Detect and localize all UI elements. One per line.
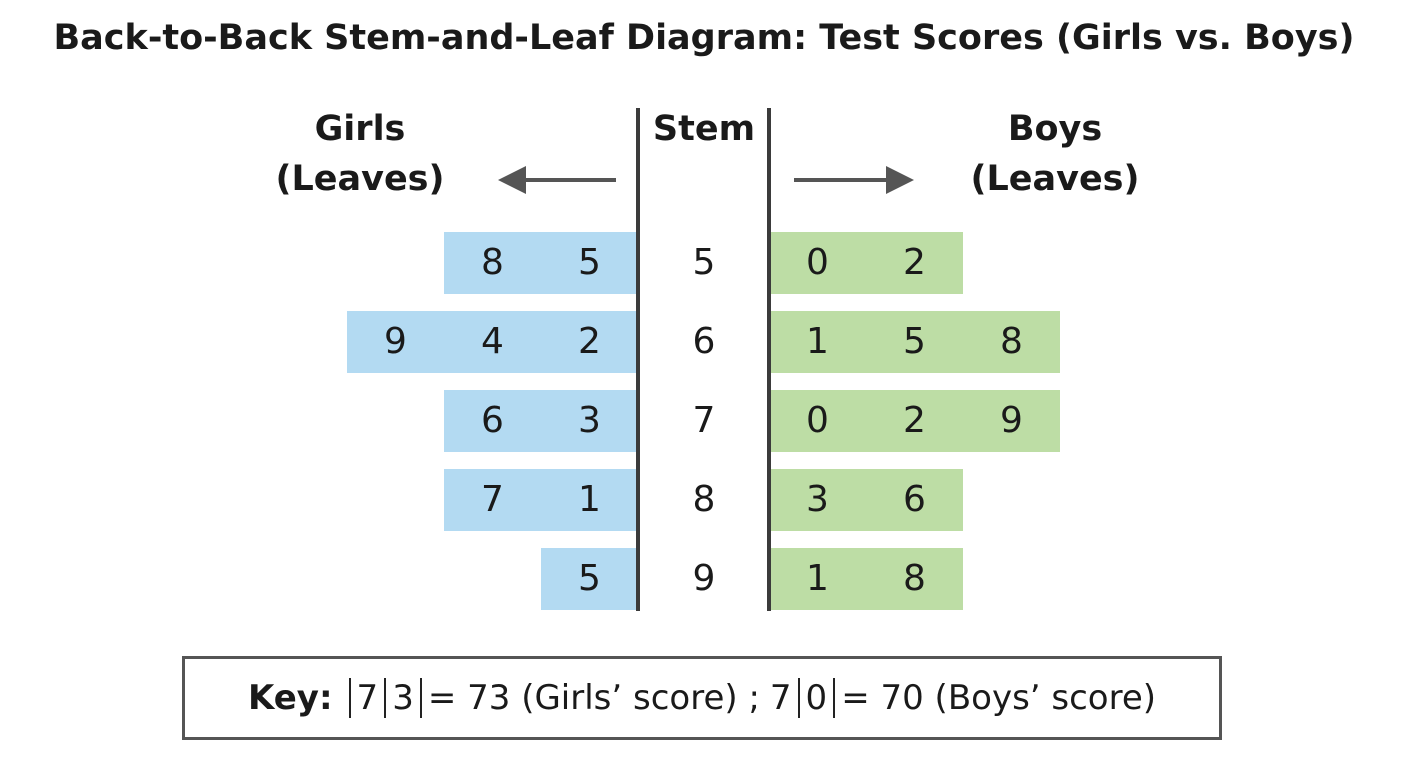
boys-leaf-bar: [769, 311, 1060, 373]
right-divider: [767, 108, 771, 611]
boys-leaf: 8: [1000, 321, 1023, 362]
boys-header-line1: Boys: [1007, 109, 1103, 149]
left-arrow-icon: [498, 166, 616, 194]
girls-leaf-bar: [541, 548, 638, 610]
boys-leaf-bar: [769, 232, 963, 294]
boys-leaf: 5: [903, 321, 926, 362]
boys-leaf-bar: [769, 469, 963, 531]
boys-leaf: 2: [903, 400, 926, 441]
girls-header-line1: Girls: [314, 109, 406, 149]
right-arrow-icon: [794, 166, 914, 194]
boys-leaf-bar: [769, 548, 963, 610]
girls-header: Girls (Leaves): [255, 104, 465, 204]
key-girls-text: = 73 (Girls’ score) ;: [427, 678, 760, 718]
key-label: Key:: [247, 678, 333, 718]
boys-header: Boys (Leaves): [950, 104, 1160, 204]
stem-value: 7: [692, 400, 716, 441]
key-separator: [384, 678, 387, 718]
stem-header: Stem: [652, 109, 756, 149]
girls-leaf-bar: [347, 311, 638, 373]
key-girls-stem: 7: [356, 678, 379, 718]
girls-leaf: 5: [578, 242, 601, 283]
key-separator: [419, 678, 422, 718]
key-boys-stem: 7: [769, 678, 792, 718]
key-box: Key: 7 3 = 73 (Girls’ score) ; 7 0 = 70 …: [182, 656, 1222, 740]
key-boys-leaf: 0: [805, 678, 828, 718]
boys-leaf: 0: [806, 242, 829, 283]
key-separator: [833, 678, 836, 718]
girls-leaf: 7: [481, 479, 504, 520]
boys-leaf: 3: [806, 479, 829, 520]
stem-value: 5: [692, 242, 716, 283]
boys-leaf: 0: [806, 400, 829, 441]
stem-value: 8: [692, 479, 716, 520]
diagram-title: Back-to-Back Stem-and-Leaf Diagram: Test…: [53, 18, 1355, 58]
girls-header-line2: (Leaves): [275, 159, 445, 199]
girls-leaf-bar: [444, 232, 638, 294]
stem-value: 6: [692, 321, 716, 362]
girls-leaf: 2: [578, 321, 601, 362]
left-divider: [636, 108, 640, 611]
boys-leaf-bar: [769, 390, 1060, 452]
boys-leaf: 1: [806, 558, 829, 599]
girls-leaf-bar: [444, 390, 638, 452]
key-girls-leaf: 3: [392, 678, 414, 718]
stem-value: 9: [692, 558, 716, 599]
key-separator: [797, 678, 800, 718]
girls-leaf-bar: [444, 469, 638, 531]
key-boys-text: = 70 (Boys’ score): [841, 678, 1157, 718]
girls-leaf: 1: [578, 479, 601, 520]
girls-leaf: 3: [578, 400, 601, 441]
key-separator: [348, 678, 351, 718]
boys-leaf: 9: [1000, 400, 1023, 441]
girls-leaf: 8: [481, 242, 504, 283]
boys-leaf: 2: [903, 242, 926, 283]
boys-header-line2: (Leaves): [970, 159, 1140, 199]
girls-leaf: 6: [481, 400, 504, 441]
boys-leaf: 8: [903, 558, 926, 599]
boys-leaf: 6: [903, 479, 926, 520]
boys-leaf: 1: [806, 321, 829, 362]
girls-leaf: 9: [384, 321, 407, 362]
girls-leaf: 5: [578, 558, 601, 599]
girls-leaf: 4: [481, 321, 504, 362]
